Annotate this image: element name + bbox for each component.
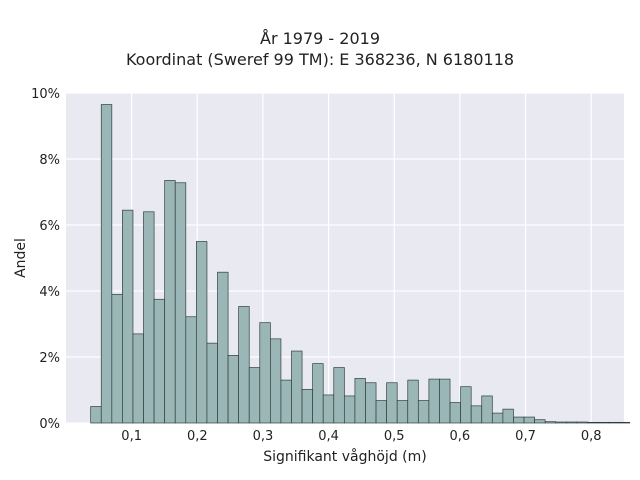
- histogram-bar: [164, 180, 176, 424]
- histogram-bar: [618, 421, 631, 424]
- histogram-bar: [417, 400, 430, 424]
- chart-subtitle: Koordinat (Sweref 99 TM): E 368236, N 61…: [125, 50, 515, 69]
- x-tick-label: 0,4: [318, 429, 339, 444]
- histogram-bar: [449, 402, 461, 424]
- histogram-bar: [375, 400, 387, 424]
- histogram-bar: [513, 416, 525, 424]
- histogram-bar: [100, 104, 113, 424]
- y-tick-label: 6%: [39, 219, 60, 234]
- histogram-bar: [153, 298, 166, 424]
- histogram-bar: [365, 382, 377, 424]
- histogram-bar: [576, 421, 588, 424]
- histogram-bar: [280, 379, 292, 424]
- histogram-bar: [333, 367, 345, 424]
- histogram-bar: [587, 421, 599, 424]
- histogram-bar: [312, 363, 324, 424]
- histogram-bar: [460, 386, 472, 424]
- histogram-bars: [90, 104, 631, 424]
- histogram-bar: [407, 379, 419, 424]
- histogram-bar: [343, 395, 356, 424]
- histogram-bar: [565, 421, 578, 424]
- histogram-bar: [597, 421, 609, 424]
- histogram-bar: [386, 382, 398, 424]
- y-axis-label: Andel: [13, 238, 29, 278]
- histogram-bar: [396, 400, 409, 424]
- histogram-bar: [227, 355, 240, 424]
- histogram-bar: [544, 421, 557, 424]
- histogram-bar: [481, 395, 493, 424]
- histogram-bar: [523, 416, 535, 424]
- histogram-bar: [270, 338, 282, 424]
- histogram-bar: [111, 293, 123, 424]
- y-tick-label: 0%: [39, 417, 60, 432]
- x-axis-ticks: 0,1 0,2 0,3 0,4 0,5 0,6 0,7 0,8: [121, 429, 601, 444]
- histogram-bar: [439, 378, 451, 424]
- histogram-bar: [428, 378, 440, 424]
- histogram-bar: [301, 388, 313, 424]
- y-tick-label: 8%: [39, 153, 60, 168]
- histogram-bar: [555, 421, 567, 424]
- x-tick-label: 0,7: [515, 429, 536, 444]
- histogram-bar: [122, 209, 134, 424]
- histogram-bar: [206, 342, 218, 424]
- histogram-bar: [491, 412, 504, 424]
- histogram-bar: [322, 394, 335, 424]
- histogram-bar: [174, 182, 187, 424]
- histogram-bar: [354, 378, 366, 424]
- histogram-bar: [608, 421, 620, 424]
- x-tick-label: 0,1: [121, 429, 142, 444]
- histogram-bar: [238, 306, 250, 424]
- histogram-bar: [132, 333, 144, 424]
- histogram-bar: [248, 367, 261, 424]
- histogram-bar: [90, 406, 102, 424]
- x-tick-label: 0,8: [581, 429, 602, 444]
- x-tick-label: 0,6: [450, 429, 471, 444]
- histogram-bar: [259, 322, 271, 424]
- histogram-bar: [196, 241, 208, 424]
- y-axis-ticks: 0% 2% 4% 6% 8% 10%: [31, 87, 60, 432]
- histogram-bar: [143, 211, 155, 424]
- histogram-bar: [470, 405, 483, 424]
- y-tick-label: 4%: [39, 285, 60, 300]
- x-tick-label: 0,5: [384, 429, 405, 444]
- x-tick-label: 0,3: [253, 429, 274, 444]
- y-tick-label: 2%: [39, 351, 60, 366]
- chart-title: År 1979 - 2019: [260, 29, 380, 48]
- histogram-bar: [534, 419, 546, 424]
- histogram-bar: [502, 408, 514, 424]
- histogram-bar: [291, 350, 303, 424]
- histogram-bar: [217, 271, 229, 424]
- y-tick-label: 10%: [31, 87, 60, 102]
- x-tick-label: 0,2: [187, 429, 208, 444]
- x-axis-label: Signifikant våghöjd (m): [263, 448, 426, 465]
- histogram-bar: [185, 316, 197, 424]
